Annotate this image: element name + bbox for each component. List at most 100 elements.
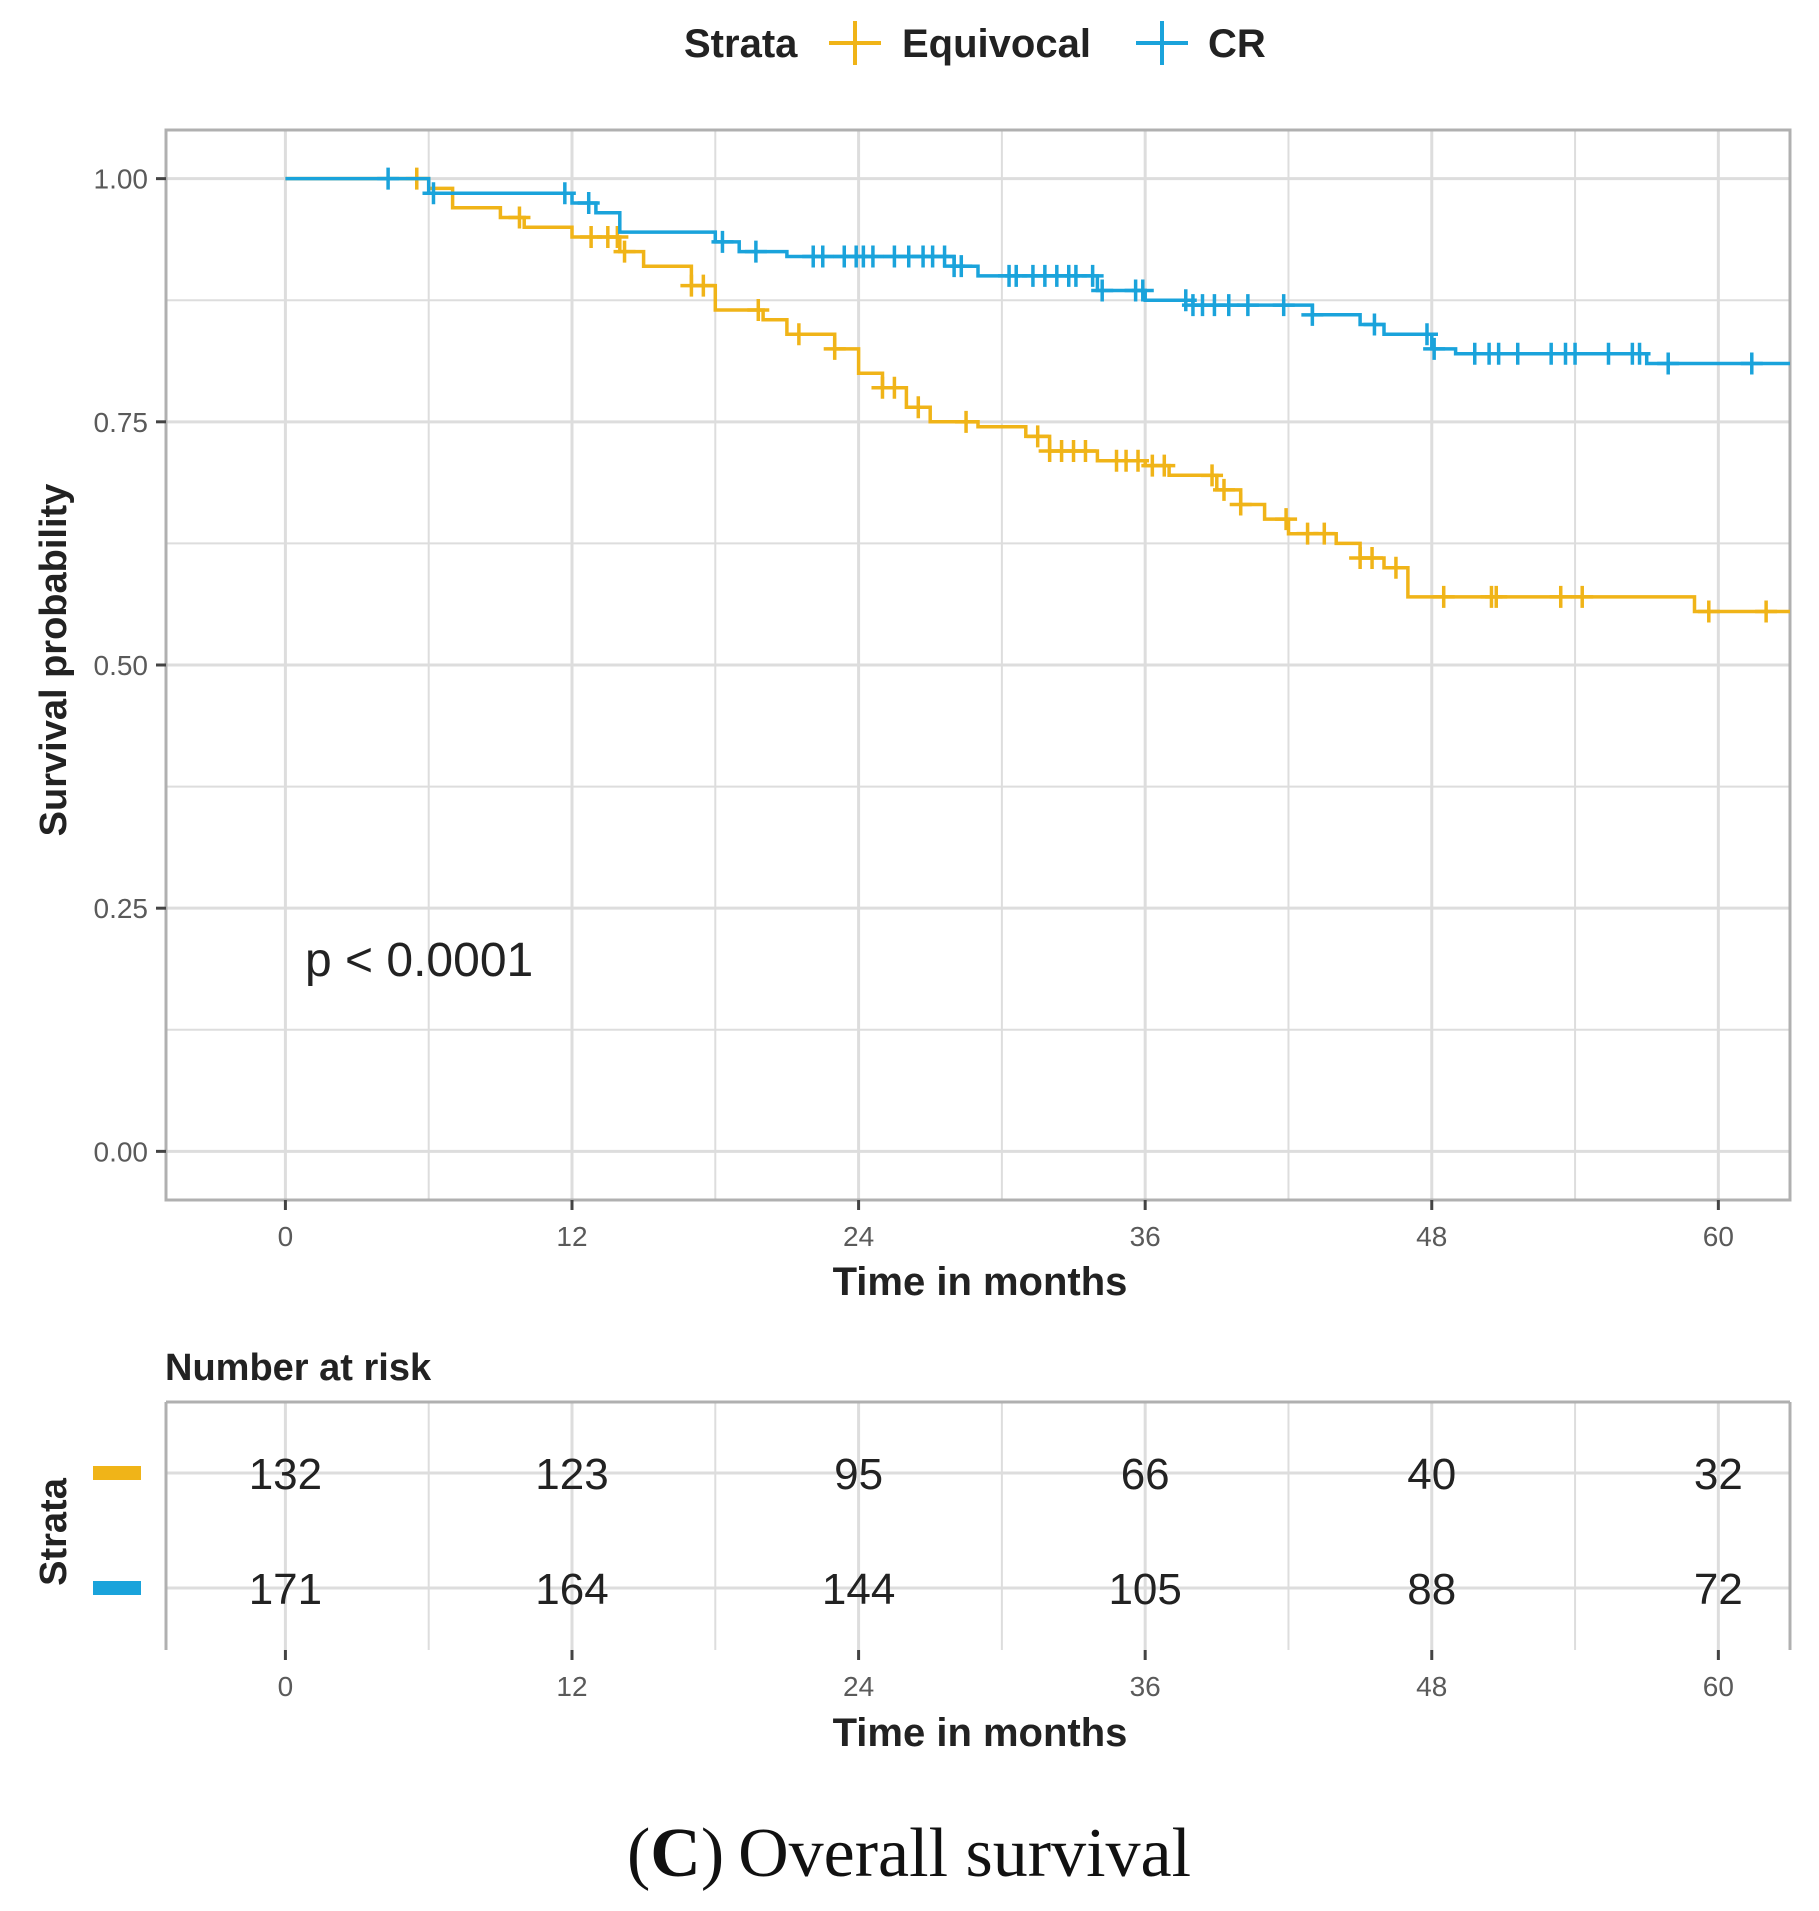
- censor-mark-equivocal: [1697, 600, 1720, 623]
- censor-mark-equivocal: [1212, 478, 1235, 501]
- risk-x-tick-label: 0: [278, 1671, 294, 1702]
- censor-mark-cr: [1081, 264, 1104, 287]
- y-axis-title: Survival probability: [33, 484, 75, 837]
- risk-strata-key-equivocal: [93, 1466, 141, 1480]
- risk-value-cr: 171: [249, 1565, 322, 1614]
- risk-x-tick-label: 48: [1416, 1671, 1447, 1702]
- censor-mark-cr: [1217, 294, 1240, 317]
- risk-x-tick-label: 24: [843, 1671, 874, 1702]
- y-tick-label: 1.00: [94, 164, 149, 195]
- censor-mark-cr: [1628, 342, 1651, 365]
- censor-mark-cr: [711, 230, 734, 253]
- x-tick-label: 48: [1416, 1221, 1447, 1252]
- risk-table-title: Number at risk: [165, 1347, 432, 1389]
- censor-mark-equivocal: [747, 298, 770, 321]
- censor-mark-equivocal: [1571, 585, 1594, 608]
- risk-table-ticks: 0 12 24 36 48 60: [278, 1650, 1734, 1702]
- x-tick-label: 24: [843, 1221, 874, 1252]
- censor-mark-equivocal: [1074, 440, 1097, 462]
- legend-label-cr: CR: [1208, 22, 1266, 66]
- censor-mark-cr: [1363, 313, 1386, 336]
- censor-mark-equivocal: [883, 376, 906, 399]
- censor-mark-equivocal: [955, 410, 978, 433]
- risk-value-equivocal: 123: [535, 1450, 608, 1499]
- censor-mark-equivocal: [1275, 508, 1298, 531]
- y-tick-label: 0.00: [94, 1136, 149, 1167]
- x-tick-label: 12: [556, 1221, 587, 1252]
- risk-table-grid: [164, 1400, 1792, 1650]
- censor-mark-equivocal: [613, 240, 636, 263]
- censor-mark-equivocal: [787, 323, 810, 346]
- risk-value-equivocal: 132: [249, 1450, 322, 1499]
- censor-mark-cr: [933, 245, 956, 268]
- x-tick-label: 0: [278, 1221, 294, 1252]
- x-axis-title: Time in months: [833, 1260, 1128, 1304]
- risk-value-equivocal: 40: [1407, 1450, 1456, 1499]
- legend-swatch-equivocal: [829, 21, 881, 65]
- y-tick-label: 0.50: [94, 650, 149, 681]
- risk-strata-key-cr: [93, 1581, 141, 1595]
- censor-mark-equivocal: [1127, 449, 1150, 472]
- main-plot-grid: [166, 130, 1790, 1200]
- legend: Strata Equivocal CR: [684, 21, 1266, 66]
- censor-mark-cr: [1272, 294, 1295, 317]
- y-tick-label: 0.75: [94, 407, 149, 438]
- censor-mark-equivocal: [606, 226, 629, 248]
- censor-mark-equivocal: [1361, 547, 1384, 569]
- censor-mark-equivocal: [823, 337, 846, 360]
- censor-mark-equivocal: [1153, 454, 1176, 477]
- legend-key-equivocal: [829, 21, 881, 65]
- censor-mark-cr: [1740, 352, 1763, 375]
- risk-table-x-title: Time in months: [833, 1711, 1128, 1755]
- risk-x-tick-label: 60: [1703, 1671, 1734, 1702]
- risk-value-cr: 72: [1694, 1565, 1743, 1614]
- censor-mark-equivocal: [1201, 464, 1224, 487]
- censor-mark-cr: [1415, 323, 1438, 346]
- x-tick-label: 36: [1130, 1221, 1161, 1252]
- censor-mark-equivocal: [1313, 522, 1336, 545]
- censor-mark-equivocal: [1432, 585, 1455, 608]
- censor-mark-cr: [1131, 279, 1154, 302]
- risk-value-cr: 164: [535, 1565, 608, 1614]
- censor-mark-cr: [422, 182, 445, 205]
- legend-swatch-cr: [1136, 21, 1188, 65]
- censor-mark-equivocal: [508, 206, 531, 229]
- censor-mark-equivocal: [907, 396, 930, 419]
- censor-mark-cr: [1597, 342, 1620, 365]
- caption-close-paren: ): [701, 1815, 724, 1892]
- censor-mark-equivocal: [1026, 425, 1049, 448]
- censor-mark-cr: [1506, 342, 1529, 365]
- x-tick-label: 60: [1703, 1221, 1734, 1252]
- risk-table-y-title: Strata: [33, 1477, 75, 1586]
- censor-mark-equivocal: [1549, 585, 1572, 608]
- censor-mark-cr: [1657, 352, 1680, 375]
- censor-mark-equivocal: [1485, 585, 1508, 608]
- censor-mark-cr: [1423, 337, 1446, 360]
- censor-mark-cr: [577, 191, 600, 214]
- censor-mark-cr: [553, 182, 576, 205]
- survival-curve-cr: [285, 176, 1790, 366]
- risk-value-cr: 144: [822, 1565, 895, 1614]
- caption-open-paren: (: [627, 1815, 650, 1892]
- censor-mark-cr: [1564, 342, 1587, 365]
- censor-mark-equivocal: [1384, 556, 1407, 579]
- caption-letter: C: [650, 1815, 701, 1892]
- censor-mark-equivocal: [1229, 493, 1252, 516]
- censor-mark-cr: [950, 255, 973, 278]
- censor-mark-cr: [1236, 294, 1259, 317]
- figure-caption: (C) Overall survival: [627, 1815, 1191, 1892]
- risk-value-equivocal: 66: [1121, 1450, 1170, 1499]
- censor-mark-cr: [861, 245, 884, 268]
- censor-mark-cr: [377, 167, 400, 190]
- censor-mark-cr: [1091, 279, 1114, 302]
- legend-label-equivocal: Equivocal: [902, 22, 1091, 66]
- censor-mark-equivocal: [692, 274, 715, 297]
- risk-x-tick-label: 36: [1130, 1671, 1161, 1702]
- censor-mark-equivocal: [1755, 600, 1778, 623]
- risk-value-equivocal: 32: [1694, 1450, 1743, 1499]
- risk-table-values: 132 123 95 66 40 32 171 164 144 105 88 72: [249, 1450, 1743, 1614]
- p-value-annotation: p < 0.0001: [305, 934, 533, 987]
- main-plot-series: [285, 167, 1790, 623]
